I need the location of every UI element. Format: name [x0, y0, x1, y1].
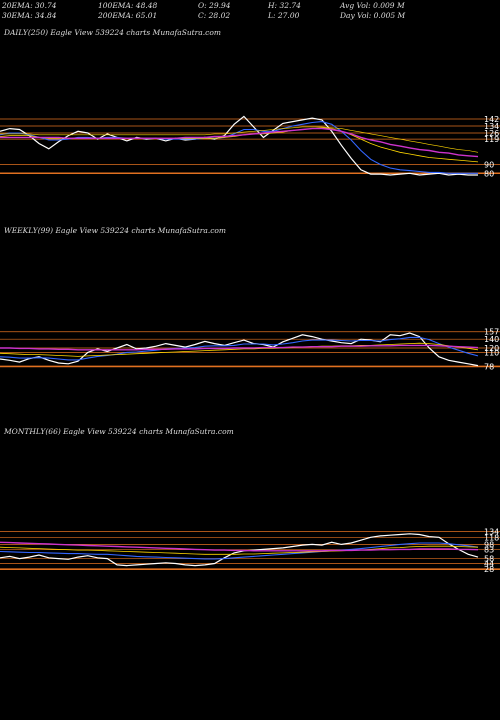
tick-label: 120: [484, 344, 499, 353]
tick-label: 119: [484, 135, 499, 144]
ema100-stat: 100EMA: 48.48: [98, 1, 158, 10]
stats-header: 20EMA: 30.74 30EMA: 34.84 100EMA: 48.48 …: [2, 0, 498, 20]
tick-label: 140: [484, 335, 499, 344]
monthly-chart-title: MONTHLY(66) Eagle View 539224 charts Mun…: [4, 427, 234, 436]
tick-label: 118: [484, 533, 499, 542]
tick-label: 134: [484, 528, 499, 537]
tick-label: 98: [484, 540, 494, 549]
series-line-ema-fast: [0, 542, 479, 560]
tick-label: 44: [484, 560, 494, 569]
series-line-ema-fast: [0, 336, 479, 361]
tick-label: 110: [484, 348, 499, 357]
avg-vol-stat: Avg Vol: 0.009 M: [340, 1, 405, 10]
tick-label: 134: [484, 122, 499, 131]
series-line-ema-mid: [0, 342, 479, 357]
ema30-stat: 30EMA: 34.84: [2, 11, 57, 20]
series-line-ema-slow: [0, 127, 479, 158]
series-line-ema-slow2: [0, 126, 479, 153]
open-stat: O: 29.94: [198, 1, 231, 10]
tick-label: 78: [484, 362, 494, 371]
tick-label: 157: [484, 328, 499, 337]
close-stat: C: 28.02: [198, 11, 231, 20]
tick-label: 142: [484, 115, 499, 124]
high-stat: H: 32.74: [268, 1, 301, 10]
low-stat: L: 27.00: [268, 11, 300, 20]
tick-label: 90: [484, 161, 494, 170]
series-line-ema-mid: [0, 545, 479, 555]
weekly-chart-title: WEEKLY(99) Eagle View 539224 charts Muna…: [4, 226, 227, 235]
day-vol-stat: Day Vol: 0.005 M: [340, 11, 406, 20]
daily-chart-title: DAILY(250) Eagle View 539224 charts Muna…: [4, 28, 221, 37]
ema200-stat: 200EMA: 65.01: [98, 11, 158, 20]
series-line-ema-slow: [0, 541, 479, 552]
tick-label: 83: [484, 546, 494, 555]
series-line-ema-slow: [0, 344, 479, 351]
tick-label: 80: [484, 169, 494, 178]
tick-label: 28: [484, 565, 494, 574]
tick-label: 58: [484, 555, 494, 564]
series-line-ema-fast: [0, 121, 478, 174]
ema20-stat: 20EMA: 30.74: [2, 1, 57, 10]
series-line-price: [0, 533, 479, 567]
series-line-price: [0, 115, 478, 176]
tick-label: 126: [484, 129, 499, 138]
